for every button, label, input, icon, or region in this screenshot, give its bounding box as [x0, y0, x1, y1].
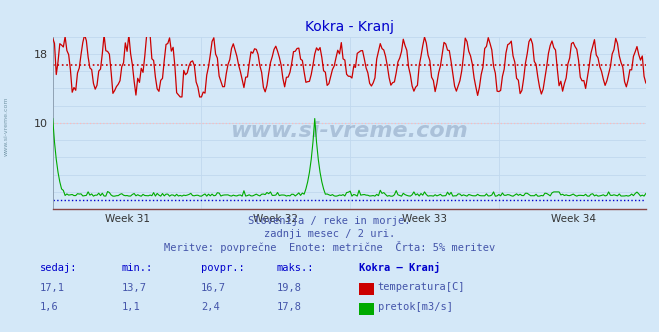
Text: Meritve: povprečne  Enote: metrične  Črta: 5% meritev: Meritve: povprečne Enote: metrične Črta:… [164, 241, 495, 253]
Text: 2,4: 2,4 [201, 302, 219, 312]
Text: 1,6: 1,6 [40, 302, 58, 312]
Text: 13,7: 13,7 [122, 283, 147, 292]
Text: 1,1: 1,1 [122, 302, 140, 312]
Text: zadnji mesec / 2 uri.: zadnji mesec / 2 uri. [264, 229, 395, 239]
Text: maks.:: maks.: [277, 263, 314, 273]
Text: 16,7: 16,7 [201, 283, 226, 292]
Text: pretok[m3/s]: pretok[m3/s] [378, 302, 453, 312]
Text: povpr.:: povpr.: [201, 263, 244, 273]
Text: www.si-vreme.com: www.si-vreme.com [3, 96, 9, 156]
Text: 17,1: 17,1 [40, 283, 65, 292]
Text: sedaj:: sedaj: [40, 263, 77, 273]
Text: min.:: min.: [122, 263, 153, 273]
Text: 17,8: 17,8 [277, 302, 302, 312]
Title: Kokra - Kranj: Kokra - Kranj [304, 20, 394, 34]
Text: 19,8: 19,8 [277, 283, 302, 292]
Text: temperatura[C]: temperatura[C] [378, 283, 465, 292]
Text: Slovenija / reke in morje.: Slovenija / reke in morje. [248, 216, 411, 226]
Text: Kokra – Kranj: Kokra – Kranj [359, 262, 440, 273]
Text: www.si-vreme.com: www.si-vreme.com [231, 122, 468, 141]
